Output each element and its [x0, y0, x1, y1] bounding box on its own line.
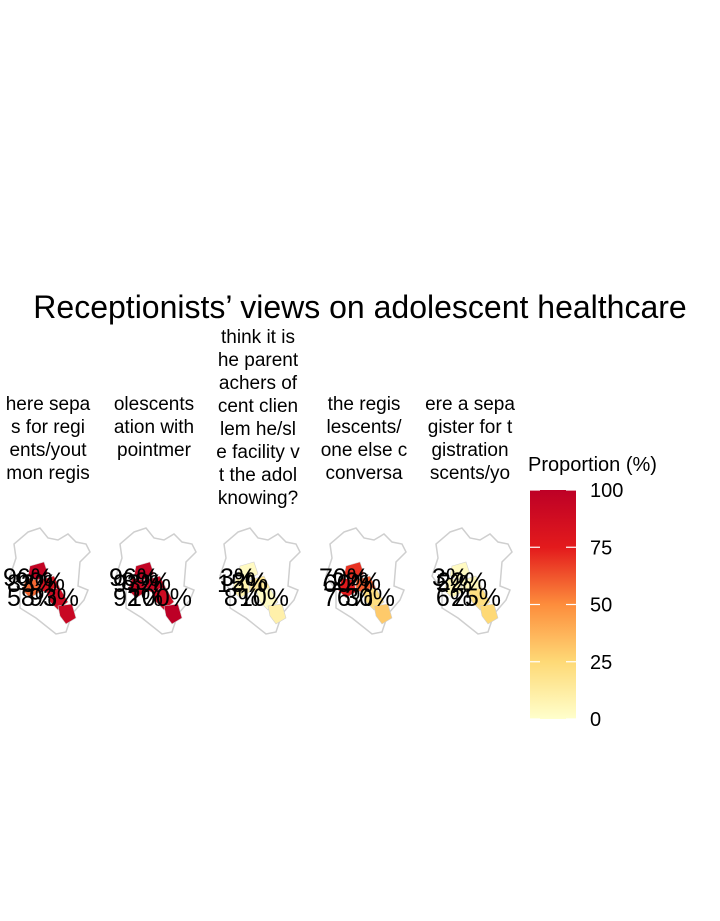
- legend-tick-label: 0: [590, 709, 601, 731]
- facet-title-line: think it is: [221, 327, 295, 348]
- value-label: 58%: [7, 584, 57, 612]
- county-region: [163, 603, 183, 625]
- legend-tick-label: 100: [590, 480, 623, 502]
- map-panel: 96%93%89%92%100%: [109, 527, 197, 635]
- facet-title-line: cent clien: [218, 396, 298, 417]
- facet-title-line: mon regis: [6, 463, 89, 484]
- value-label: 22%: [331, 568, 381, 596]
- map-panel: 3%15%2%8%10%: [217, 527, 301, 635]
- value-label: 93%: [29, 584, 79, 612]
- facet-title-line: gistration: [431, 440, 508, 461]
- county-region: [443, 577, 463, 599]
- facet-title-line: e facility v: [216, 442, 300, 463]
- value-label: 93%: [113, 570, 163, 598]
- county-region: [127, 577, 147, 599]
- value-label: 2%: [232, 568, 268, 596]
- county-region: [133, 561, 155, 581]
- county-region: [373, 603, 393, 625]
- county-region: [27, 561, 49, 581]
- facet-title-line: lem he/sl: [220, 419, 296, 440]
- chart-title: Receptionists’ views on adolescent healt…: [33, 289, 686, 325]
- facet-title-line: lescents/: [327, 417, 403, 438]
- value-label: 60%: [323, 570, 373, 598]
- county-region: [21, 577, 41, 599]
- value-label: 25%: [451, 584, 501, 612]
- facet-title-line: he parent: [218, 350, 299, 371]
- value-label: 6%: [436, 584, 472, 612]
- facet-title-line: ation with: [114, 417, 194, 438]
- legend-title: Proportion (%): [528, 454, 657, 476]
- facet-title-line: knowing?: [218, 488, 298, 509]
- value-label: 96%: [3, 564, 53, 592]
- facet-title-line: scents/yo: [430, 463, 510, 484]
- value-label: 10%: [239, 584, 289, 612]
- value-label: 15%: [217, 570, 267, 598]
- facet-title-line: gister for t: [428, 417, 513, 438]
- county-region: [57, 603, 77, 625]
- facet-title-line: ents/yout: [9, 440, 87, 461]
- facet-title-line: here sepa: [6, 394, 91, 415]
- value-label: 96%: [109, 564, 159, 592]
- legend-tick-label: 75: [590, 537, 612, 559]
- facet-title-line: olescents: [114, 394, 194, 415]
- value-label: 100%: [128, 584, 192, 612]
- map-panel: 96%83%90%58%93%: [3, 527, 91, 635]
- value-label: 70%: [319, 564, 369, 592]
- facet-title-line: s for regi: [11, 417, 85, 438]
- value-label: 8%: [224, 584, 260, 612]
- map-panel: 3%5%22%6%25%: [431, 527, 513, 635]
- value-label: 30%: [345, 584, 395, 612]
- legend-tick-label: 25: [590, 652, 612, 674]
- legend-tick-label: 50: [590, 595, 612, 617]
- value-label: 3%: [220, 564, 256, 592]
- map-panel: 70%60%22%76%30%: [319, 527, 407, 635]
- county-region: [267, 603, 287, 625]
- facet-title-line: t the adol: [219, 465, 297, 486]
- county-region: [337, 577, 357, 599]
- county-region: [231, 577, 251, 599]
- facet-title-line: the regis: [328, 394, 401, 415]
- value-label: 83%: [7, 570, 57, 598]
- value-label: 76%: [323, 584, 373, 612]
- county-region: [237, 561, 259, 581]
- facet-title-line: one else c: [321, 440, 408, 461]
- county-region: [479, 603, 499, 625]
- county-region: [343, 561, 365, 581]
- value-label: 92%: [113, 584, 163, 612]
- value-label: 3%: [432, 564, 468, 592]
- facet-title-line: pointmer: [117, 440, 192, 461]
- facet-title-line: achers of: [219, 373, 298, 394]
- value-label: 5%: [436, 570, 472, 598]
- value-label: 90%: [15, 568, 65, 596]
- value-label: 22%: [437, 568, 487, 596]
- county-region: [449, 561, 471, 581]
- color-legend: Proportion (%) 0 25 50 75 100: [528, 454, 657, 731]
- facet-title-line: conversa: [325, 463, 403, 484]
- value-label: 89%: [121, 568, 171, 596]
- facet-title-line: ere a sepa: [425, 394, 515, 415]
